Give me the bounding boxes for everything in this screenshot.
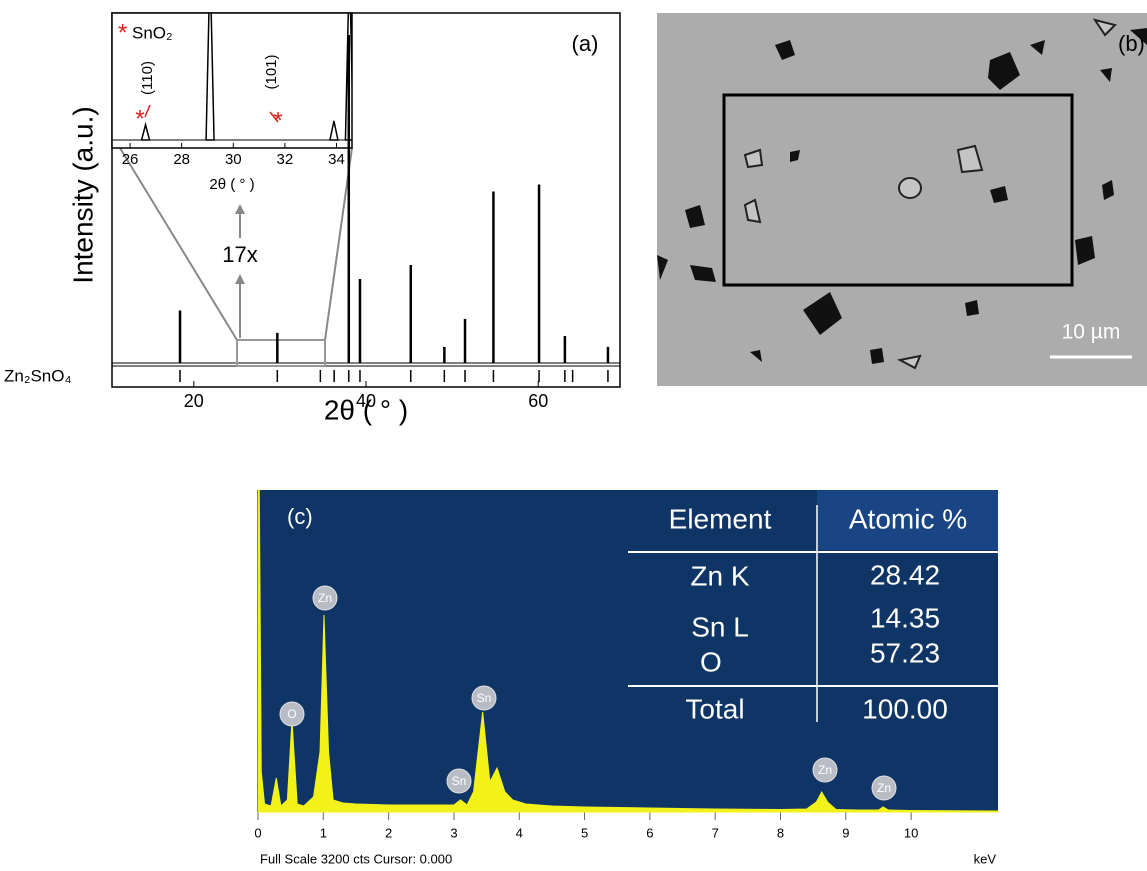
x-axis-label: 2θ ( ° ): [324, 394, 408, 425]
arrow-head: [235, 204, 245, 214]
inset-peak: [344, 13, 352, 141]
peak-badge: [812, 757, 838, 783]
panel-label: (c): [287, 504, 313, 529]
peak-marker: *: [273, 107, 282, 134]
peak-pointer: [269, 111, 279, 123]
table-cell: Sn L: [691, 611, 749, 642]
inset-x-tick-label: 32: [277, 151, 294, 168]
table-total: 100.00: [862, 693, 948, 724]
peak-badge: [312, 585, 338, 611]
x-tick-label: 2: [385, 825, 392, 840]
zoom-line: [324, 147, 353, 341]
x-tick-label: 4: [516, 825, 523, 840]
zoom-line: [119, 147, 238, 341]
selection-box: [722, 93, 1074, 287]
inset-plot: [112, 13, 352, 141]
x-tick-label: 20: [184, 391, 204, 411]
inset-peak: [329, 120, 339, 141]
peak-badge: [871, 775, 897, 801]
x-tick-label: 0: [254, 825, 261, 840]
scale-bar-label: 10 µm: [1062, 321, 1121, 344]
inset-frame: [111, 12, 353, 149]
table-header: Element: [669, 503, 772, 534]
x-tick-label: 7: [712, 825, 719, 840]
x-tick-label: 5: [581, 825, 588, 840]
legend-label: SnO₂: [132, 23, 173, 42]
table-header: Atomic %: [849, 503, 967, 534]
header-cell: [817, 490, 998, 550]
peak-marker: *: [135, 105, 144, 132]
table-cell: O: [700, 646, 722, 677]
table-cell: Zn K: [690, 560, 749, 591]
x-tick-label: 6: [646, 825, 653, 840]
peak-label: Zn: [877, 781, 891, 795]
x-tick-label: 9: [842, 825, 849, 840]
peak-badge: [446, 768, 472, 794]
micrograph: [657, 13, 1147, 386]
x-tick-label: 1: [320, 825, 327, 840]
peak-label: Zn: [818, 763, 832, 777]
inset-peak: [140, 121, 151, 141]
peak-label: Sn: [452, 774, 467, 788]
legend-label-text: 2θ ( ° ): [209, 176, 254, 193]
arrow-head: [235, 274, 245, 284]
panel-label: (a): [572, 31, 599, 56]
peak-badge: [279, 701, 305, 727]
table-cell: 28.42: [870, 559, 940, 590]
table-cell: 14.35: [870, 602, 940, 633]
peak-label: (101): [263, 54, 280, 89]
x-tick-label: 8: [777, 825, 784, 840]
zoom-box: [236, 339, 326, 367]
peak-label: O: [287, 707, 296, 721]
x-tick-label: 40: [356, 391, 376, 411]
x-tick-label: 10: [904, 825, 918, 840]
spectrum-area: [257, 489, 999, 813]
peak-badge: [471, 685, 497, 711]
peak-pointer: [144, 104, 151, 118]
legend-marker: *: [118, 19, 127, 46]
particles: [657, 28, 1147, 364]
x-unit: keV: [974, 851, 997, 866]
reference-name: Zn₂SnO₄: [4, 366, 71, 385]
peak-label: Zn: [318, 591, 332, 605]
panel-label: (b): [1118, 31, 1145, 56]
inset-x-tick-label: 30: [225, 151, 242, 168]
pits: [743, 18, 1117, 370]
table-total: Total: [685, 693, 744, 724]
peak-label: Sn: [477, 691, 492, 705]
magnification: 17x: [222, 242, 257, 267]
inset-peak: [205, 13, 215, 141]
x-tick-label: 60: [528, 391, 548, 411]
inset-x-tick-label: 34: [328, 151, 345, 168]
y-axis-label: Intensity (a.u.): [67, 106, 98, 283]
inset-x-tick-label: 26: [122, 151, 139, 168]
inset-x-tick-label: 28: [173, 151, 190, 168]
footer: Full Scale 3200 cts Cursor: 0.000: [260, 851, 452, 866]
table-cell: 57.23: [870, 637, 940, 668]
x-tick-label: 3: [450, 825, 457, 840]
peak-label: (110): [139, 61, 156, 95]
